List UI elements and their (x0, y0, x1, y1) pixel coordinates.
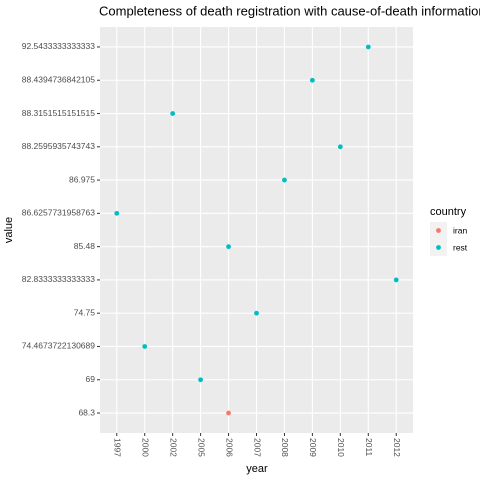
y-tick-label: 88.3151515151515 (22, 108, 96, 118)
x-tick-label: 2002 (168, 438, 178, 457)
y-tick-label: 68.3 (78, 407, 95, 417)
y-tick-label: 74.75 (74, 307, 96, 317)
point (114, 210, 120, 216)
legend-marker (436, 228, 441, 233)
x-tick-label: 2005 (196, 438, 206, 457)
y-tick-label: 88.4394736842105 (22, 74, 96, 84)
point (170, 111, 176, 116)
x-tick-label: 2011 (364, 438, 374, 457)
point (337, 144, 343, 150)
point (309, 77, 315, 83)
point (365, 44, 371, 50)
x-tick-label: 1997 (113, 438, 123, 457)
point (393, 277, 399, 283)
y-axis-label: value (3, 217, 15, 243)
point (142, 344, 148, 349)
chart-title: Completeness of death registration with … (99, 3, 480, 18)
x-tick-label: 2008 (280, 438, 290, 457)
point (226, 244, 231, 250)
x-tick-label: 2006 (224, 438, 234, 457)
y-tick-label: 88.2595935743743 (22, 141, 96, 151)
legend-label: iran (453, 225, 467, 235)
legend-title: country (430, 206, 467, 218)
y-tick-label: 86.975 (69, 174, 95, 184)
point (198, 377, 204, 383)
x-tick-label: 2010 (336, 438, 346, 457)
legend-label: rest (453, 242, 468, 252)
x-tick-label: 2000 (140, 438, 150, 457)
legend-marker (436, 245, 441, 250)
point (226, 410, 231, 416)
x-tick-label: 2009 (308, 438, 318, 457)
x-tick-label: 2012 (392, 438, 402, 457)
x-tick-label: 2007 (252, 438, 262, 457)
y-tick-label: 86.6257731958763 (22, 208, 96, 218)
y-tick-label: 82.8333333333333 (22, 274, 96, 284)
point (282, 177, 287, 183)
y-tick-label: 74.4673722130689 (22, 341, 96, 351)
y-tick-label: 69 (86, 374, 96, 384)
y-tick-label: 92.5433333333333 (22, 41, 96, 51)
x-axis-label: year (246, 463, 268, 475)
y-tick-label: 85.48 (74, 241, 96, 251)
point (254, 310, 259, 316)
